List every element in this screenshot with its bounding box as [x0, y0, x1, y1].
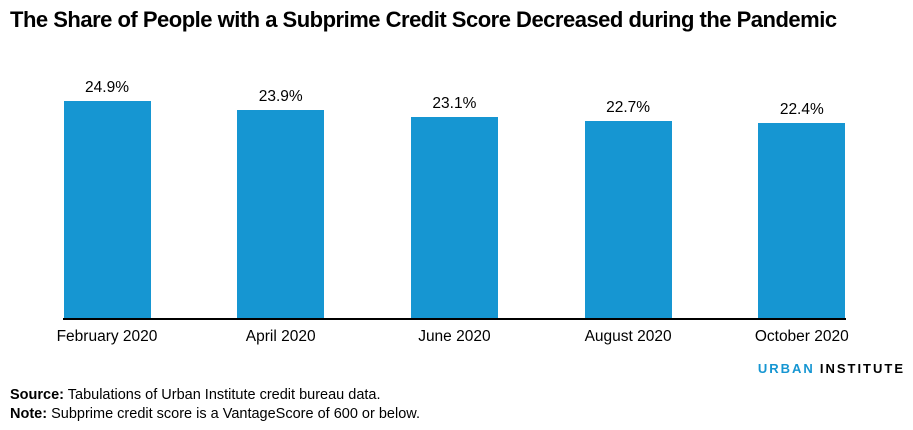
- bar-value-label: 22.7%: [606, 98, 651, 116]
- source-text: Tabulations of Urban Institute credit bu…: [64, 387, 381, 403]
- bar: [410, 117, 498, 318]
- bar: [584, 120, 672, 318]
- x-axis-label: April 2020: [245, 328, 316, 345]
- bar-value-label: 22.4%: [779, 101, 824, 119]
- logo-urban-text: URBAN: [757, 361, 815, 376]
- bar-value-label: 24.9%: [85, 79, 129, 97]
- note-label: Note:: [10, 405, 48, 422]
- bar: [758, 123, 846, 318]
- urban-institute-logo: URBAN INSTITUTE: [758, 361, 905, 376]
- source-label: Source:: [10, 387, 64, 403]
- chart-title: The Share of People with a Subprime Cred…: [10, 7, 837, 32]
- x-axis-label: October 2020: [754, 328, 849, 345]
- bar: [237, 110, 325, 318]
- bar-value-label: 23.1%: [432, 95, 477, 113]
- note-line: Note: Subprime credit score is a Vantage…: [10, 405, 420, 424]
- footer-notes: Source: Tabulations of Urban Institute c…: [10, 386, 420, 423]
- x-axis-label: June 2020: [418, 328, 491, 345]
- x-axis-label: February 2020: [56, 328, 158, 345]
- bar-value-label: 23.9%: [258, 88, 303, 106]
- x-axis-label: August 2020: [584, 328, 672, 345]
- note-text: Subprime credit score is a VantageScore …: [47, 405, 420, 422]
- bar: [63, 101, 151, 318]
- source-line: Source: Tabulations of Urban Institute c…: [10, 386, 420, 405]
- x-axis-line: [63, 318, 846, 320]
- logo-institute-text: INSTITUTE: [819, 361, 905, 376]
